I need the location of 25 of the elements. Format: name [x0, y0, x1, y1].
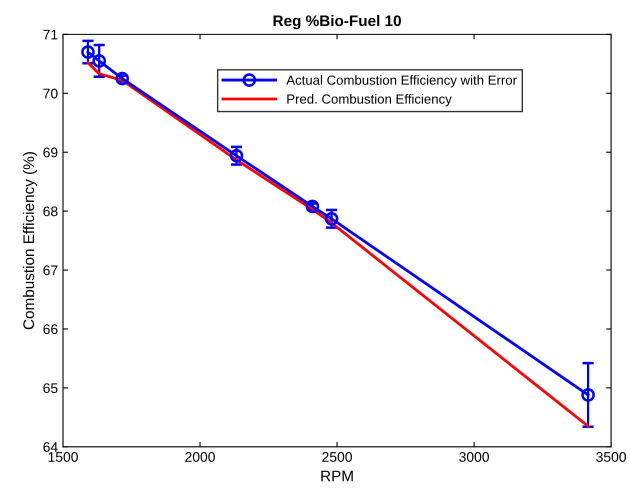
y-axis-title: Combustion Efficiency (%)	[22, 152, 38, 330]
y-tick-label: 64	[43, 442, 58, 452]
point	[230, 148, 244, 163]
x-axis-title: RPM	[321, 470, 353, 482]
x-tick-label: 3500	[596, 452, 626, 462]
point	[306, 200, 320, 214]
y-tick-label: 65	[43, 383, 58, 394]
chart-title: Reg %Bio-Fuel 10	[274, 14, 401, 30]
y-tick-label: 71	[43, 30, 58, 40]
x-tick-label: 3000	[459, 452, 489, 462]
legend-label: Actual Combustion Efficiency with Error	[286, 75, 517, 88]
point	[115, 72, 129, 86]
y-tick-label: 68	[43, 206, 58, 216]
point	[581, 388, 595, 402]
y-tick-label: 66	[43, 324, 58, 334]
point	[81, 45, 95, 59]
y-tick-label: 69	[43, 148, 58, 158]
x-tick-label: 2500	[322, 452, 352, 462]
point	[324, 212, 338, 226]
point	[92, 54, 106, 68]
x-tick-label: 1500	[48, 452, 78, 462]
y-tick-label: 70	[43, 88, 58, 98]
y-tick-label: 67	[43, 265, 58, 276]
x-tick-label: 2000	[185, 452, 215, 462]
legend-label: Pred. Combustion Efficiency	[287, 94, 452, 106]
